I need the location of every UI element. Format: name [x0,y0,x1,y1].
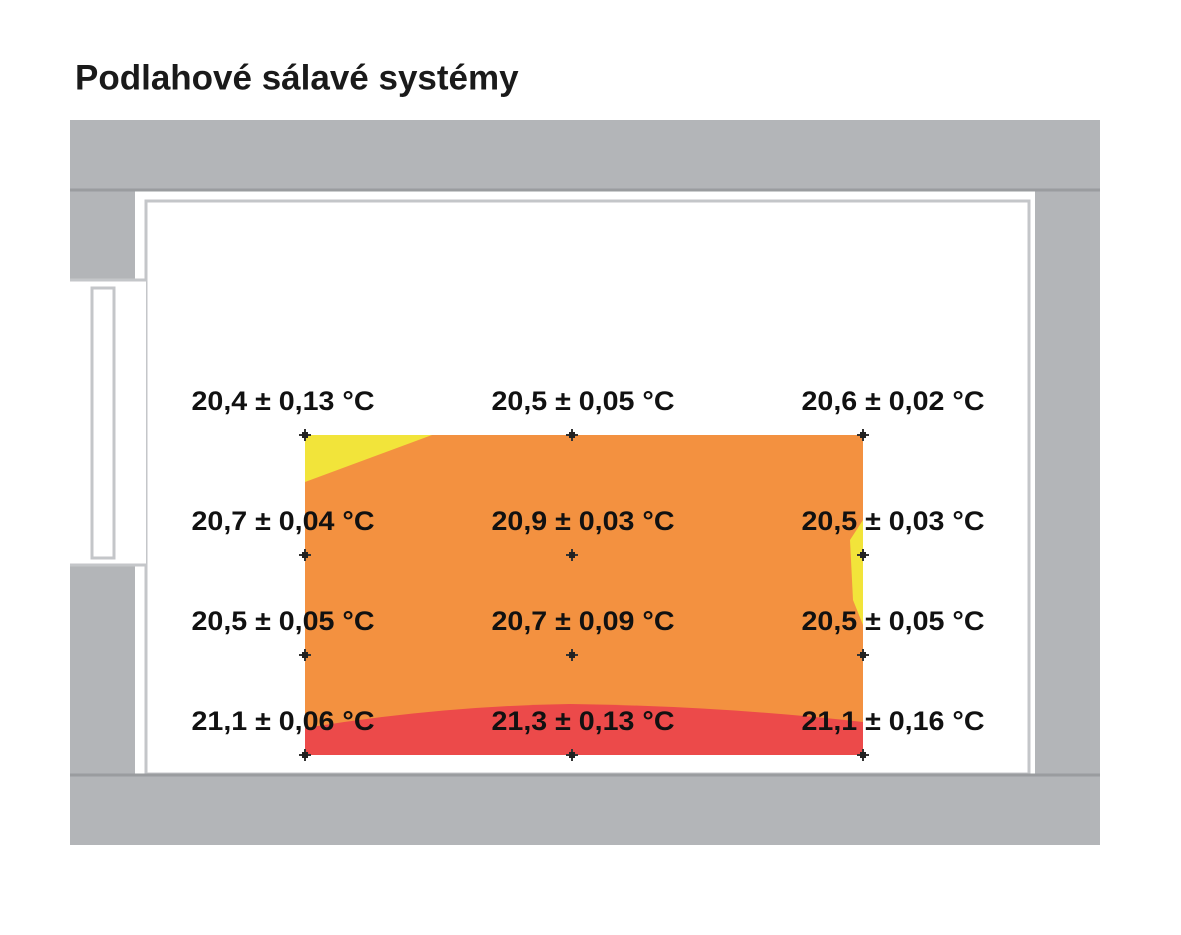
sensor-dot [302,752,308,758]
sensor-dot [302,552,308,558]
measurement-label: 20,7 ± 0,04 °C [192,506,375,536]
heatmap [305,435,863,755]
title: Podlahové sálavé systémy [75,58,519,97]
sensors [299,429,869,761]
measurement-label: 20,7 ± 0,09 °C [492,606,675,636]
measurement-label: 20,9 ± 0,03 °C [492,506,675,536]
heat-zone-orange [305,435,863,755]
sensor-dot [569,652,575,658]
sensor-dot [569,432,575,438]
measurement-label: 21,1 ± 0,16 °C [802,706,985,736]
sensor-dot [860,652,866,658]
measurement-label: 20,5 ± 0,05 °C [802,606,985,636]
heat-zone-red [305,704,863,755]
heat-zone-yellow [850,520,863,625]
sensor-dot [302,652,308,658]
heat-zone-yellow [305,435,432,482]
measurement-label: 21,1 ± 0,06 °C [192,706,375,736]
measurement-label: 21,3 ± 0,13 °C [492,706,675,736]
sensor-dot [302,432,308,438]
sensor-dot [860,432,866,438]
sensor-dot [569,552,575,558]
sensor-dot [569,752,575,758]
measurement-label: 20,4 ± 0,13 °C [192,386,375,416]
sensor-dot [860,752,866,758]
measurement-label: 20,5 ± 0,05 °C [192,606,375,636]
window-gap [70,280,146,565]
sensor-dot [860,552,866,558]
measurement-label: 20,5 ± 0,03 °C [802,506,985,536]
measurement-label: 20,6 ± 0,02 °C [802,386,985,416]
window [90,286,116,560]
measurement-label: 20,5 ± 0,05 °C [492,386,675,416]
